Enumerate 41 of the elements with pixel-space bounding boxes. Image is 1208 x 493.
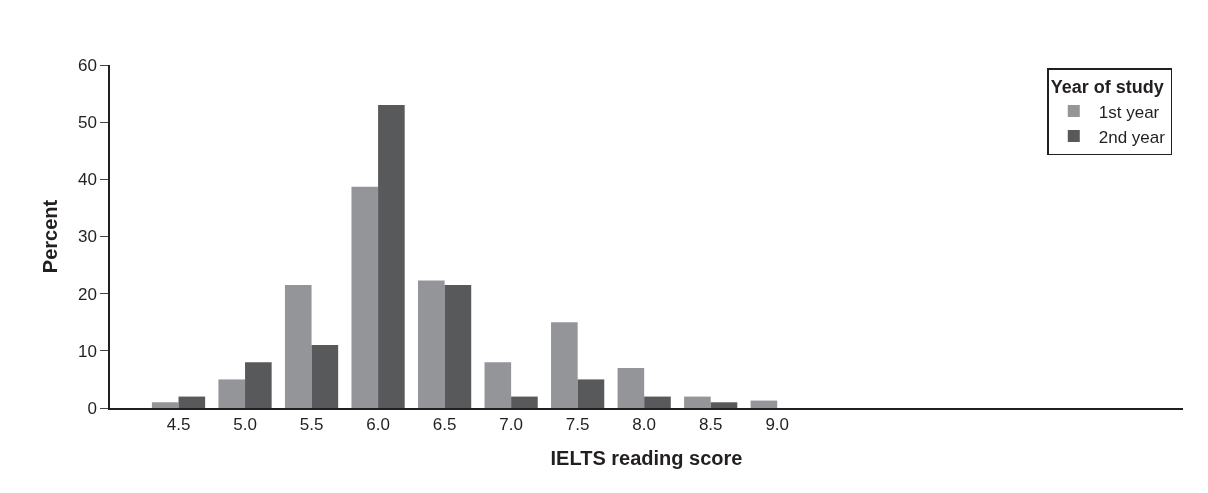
x-axis-title: IELTS reading score	[550, 447, 743, 470]
x-tick-label: 6.0	[366, 415, 390, 435]
x-tick-label: 7.5	[565, 415, 590, 435]
bar	[311, 345, 339, 408]
bar	[378, 105, 405, 408]
legend-label: 2nd year	[1098, 127, 1166, 147]
bar	[245, 362, 272, 408]
bar	[284, 285, 312, 408]
x-tick-label: 6.5	[432, 415, 457, 435]
bar	[418, 280, 445, 408]
bar	[750, 400, 778, 408]
bar	[577, 379, 605, 408]
x-tick-label: 8.5	[698, 415, 723, 435]
y-tick-label: 30	[77, 227, 97, 247]
bar	[684, 396, 711, 408]
y-tick-label: 50	[77, 113, 97, 133]
bar	[551, 322, 578, 408]
bar	[644, 396, 671, 408]
bar	[151, 402, 179, 408]
x-tick-label: 7.0	[499, 415, 523, 435]
bar	[178, 396, 206, 408]
x-tick-label: 8.0	[632, 415, 656, 435]
bar	[511, 396, 538, 408]
y-tick-label: 20	[77, 284, 97, 304]
x-tick-label: 4.5	[166, 415, 191, 435]
legend-label: 1st year	[1098, 102, 1160, 122]
bar	[617, 367, 645, 408]
y-axis-title: Percent	[38, 199, 61, 274]
x-tick-label: 5.5	[299, 415, 324, 435]
bar	[218, 379, 246, 408]
y-tick-label: 10	[77, 341, 97, 361]
y-tick-label: 0	[87, 398, 97, 418]
bar	[351, 186, 379, 408]
bar	[444, 285, 472, 408]
legend-title: Year of study	[1050, 77, 1164, 98]
y-tick-label: 60	[77, 55, 97, 75]
bar	[484, 362, 512, 408]
x-tick-label: 9.0	[765, 415, 790, 435]
y-tick-label: 40	[77, 170, 97, 190]
bar	[710, 402, 738, 408]
x-tick-label: 5.0	[233, 415, 257, 435]
